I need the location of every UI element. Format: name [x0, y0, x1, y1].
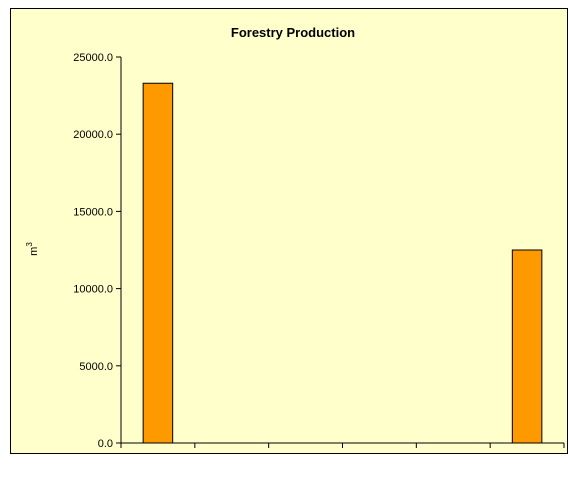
y-tick-label: 5000.0	[79, 361, 113, 373]
x-tick-label: 1998/99	[212, 452, 252, 454]
chart-area: Forestry Production m3 0.0 5000.0 10000.0 1…	[10, 8, 568, 454]
y-axis-title: m3	[25, 242, 40, 256]
bar-2002-03	[511, 249, 543, 444]
y-tick-label: 15000.0	[73, 206, 113, 218]
y-tick-label: 0.0	[98, 438, 113, 450]
y-axis-title-base: m	[28, 247, 40, 256]
x-tick-label: 2001/02	[433, 452, 473, 454]
y-tick-label: 25000.0	[73, 52, 113, 64]
svg-text:m3: m3	[25, 242, 40, 256]
plot-area: 0.0 5000.0 10000.0 15000.0 20000.0 25000.0 199…	[73, 52, 565, 454]
chart-svg: Forestry Production m3 0.0 5000.0 10000.0 1…	[25, 25, 565, 454]
x-tick-label: 1999/00	[286, 452, 326, 454]
y-axis-title-superscript: 3	[25, 242, 34, 247]
x-tick-label: 2000/01	[360, 452, 400, 454]
bar-1997-98	[142, 82, 174, 444]
x-tick-label: 1997/98	[138, 452, 178, 454]
chart-title: Forestry Production	[231, 25, 355, 40]
y-tick-label: 10000.0	[73, 284, 113, 296]
y-tick-label: 20000.0	[73, 129, 113, 141]
x-tick-label: 2002/03	[507, 452, 547, 454]
